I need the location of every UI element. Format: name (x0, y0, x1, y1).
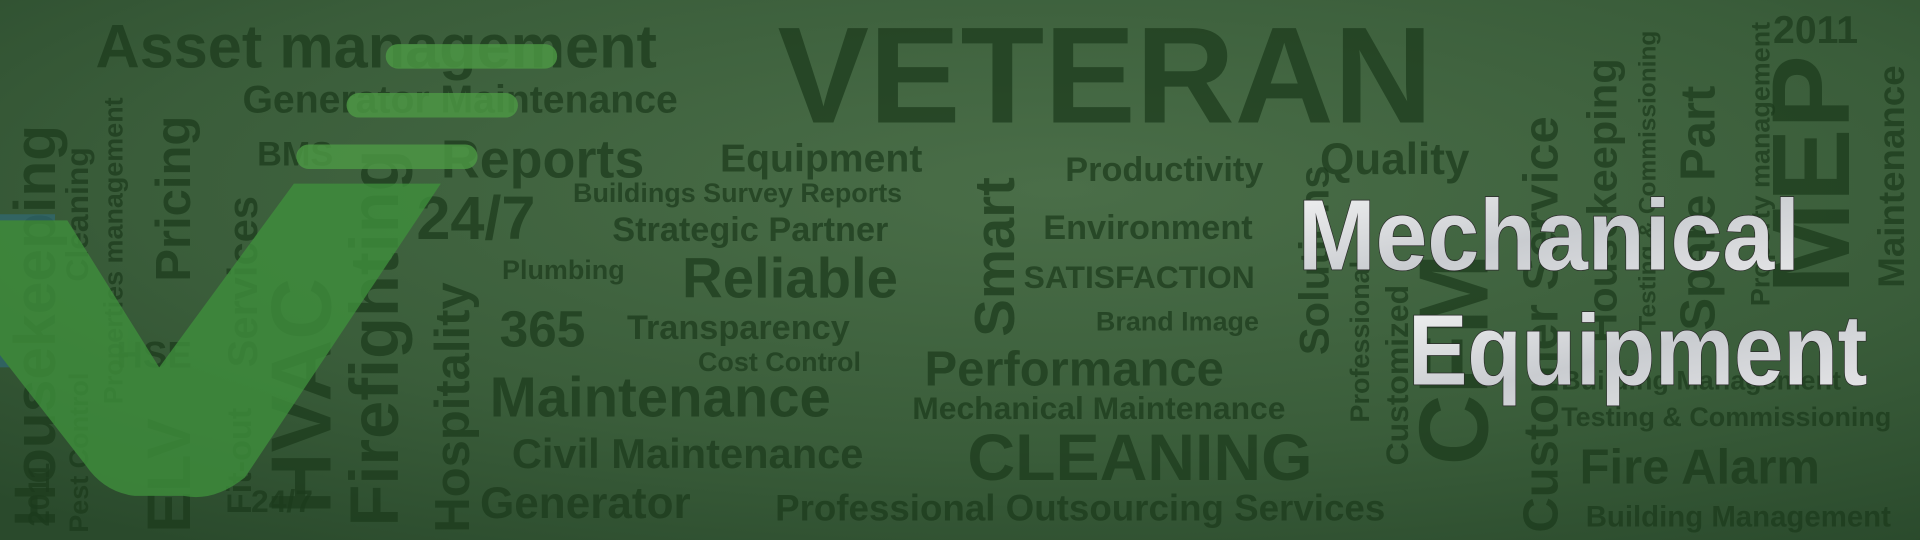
cloud-word: Plumbing (502, 255, 625, 285)
cloud-word: Professional (1345, 261, 1375, 423)
cloud-word: Professional Outsourcing Services (775, 487, 1385, 528)
cloud-word: Customer Service (1515, 116, 1569, 532)
cloud-word: 24/7 (416, 184, 535, 252)
cloud-word: Maintenance (490, 365, 831, 428)
cloud-word: Equipment (720, 137, 922, 180)
headline-line: Mechanical (1298, 179, 1800, 291)
cloud-word: Maintenance (1871, 65, 1912, 287)
cloud-word: Property management (1745, 22, 1775, 306)
cloud-word: 2011 (1773, 9, 1858, 52)
cloud-word: Buildings Survey Reports (573, 178, 902, 208)
cloud-word: Quality (1320, 135, 1470, 184)
cloud-word: Brand Image (1096, 307, 1259, 337)
cloud-word: Transparency (627, 309, 850, 347)
logo (0, 44, 558, 498)
cloud-word: Testing & Commissioning (1561, 402, 1891, 432)
cloud-word: Environment (1043, 209, 1252, 247)
cloud-word: Testing & Commissioning (1635, 31, 1662, 331)
cloud-word: Performance (924, 343, 1223, 397)
cloud-word: Reliable (682, 247, 898, 310)
cloud-word: Smart (963, 177, 1026, 337)
headline-line: Equipment (1408, 294, 1867, 406)
cloud-word: Fire Alarm (1580, 441, 1820, 495)
cloud-word: Strategic Partner (612, 211, 888, 249)
cloud-word: Productivity (1065, 151, 1263, 189)
cloud-word: Pricing (147, 116, 201, 282)
cloud-word: MEP (1750, 55, 1873, 294)
cloud-word: Generator (480, 479, 691, 528)
cloud-word: Spare Part (1671, 86, 1725, 331)
cloud-word: SATISFACTION (1024, 259, 1255, 295)
cloud-word: 24/7 (251, 483, 313, 519)
headline: Mechanical Equipment (1297, 179, 1868, 408)
cloud-word: CFM (1399, 253, 1509, 465)
cloud-word: Solutions (1291, 165, 1338, 355)
cloud-word: Customized (1379, 285, 1415, 465)
cloud-word: 365 (500, 300, 586, 358)
cloud-word: VETERAN (778, 0, 1433, 152)
cloud-word: Building Management (1586, 501, 1891, 534)
cloud-word: Hospitality (426, 282, 480, 532)
cloud-word: Housekeeping (1578, 58, 1625, 343)
cloud-word: Civil Maintenance (512, 430, 864, 477)
cloud-word: 2011 (23, 463, 56, 527)
cloud-word: Asset management (96, 12, 657, 80)
word-cloud: Asset management VETERAN Generator Mainten… (3, 0, 1912, 534)
cloud-word: Building Management (1561, 365, 1841, 395)
cloud-word: Cost Control (698, 347, 861, 377)
cloud-word: CLEANING (967, 421, 1312, 495)
cloud-word: Mechanical Maintenance (912, 390, 1285, 426)
